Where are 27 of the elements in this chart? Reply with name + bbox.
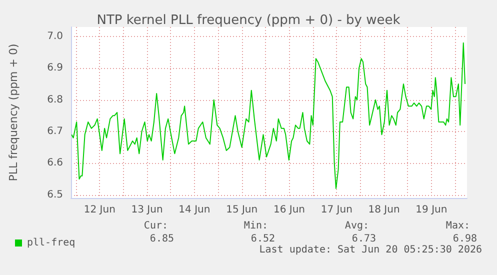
text: Last update: Sat Jun 20 05:25:30 2026	[259, 244, 482, 256]
y-tick-label: 6.7	[47, 126, 63, 137]
text: 6.85	[150, 234, 174, 244]
legend-label: pll-freq	[27, 238, 76, 248]
y-tick-label: 7.0	[47, 31, 63, 42]
line-series	[71, 42, 466, 189]
text: Avg:	[344, 220, 370, 232]
y-tick-label: 6.6	[47, 158, 63, 169]
text: 6.98	[452, 234, 478, 244]
text: Max:	[446, 220, 470, 232]
x-tick-label: 13 Jun	[131, 204, 163, 216]
x-tick-label: 15 Jun	[226, 204, 258, 216]
text: Min:	[244, 220, 268, 232]
x-tick-label: 16 Jun	[273, 204, 306, 216]
text: 6.52	[250, 234, 276, 244]
x-tick-label: 14 Jun	[178, 204, 210, 216]
x-tick-label: 19 Jun	[416, 204, 448, 216]
text: 6.73	[352, 234, 376, 244]
y-tick-label: 6.9	[47, 62, 63, 74]
x-tick-label: 18 Jun	[368, 204, 400, 216]
y-tick-label: 6.8	[47, 94, 63, 106]
x-tick-label: 12 Jun	[84, 204, 116, 216]
y-tick-label: 6.5	[47, 189, 63, 200]
text: Cur:	[144, 220, 168, 232]
chart-title: NTP kernel PLL frequency (ppm + 0) - by week	[96, 13, 401, 28]
x-tick-label: 17 Jun	[320, 204, 352, 216]
y-axis-title: PLL frequency (ppm + 0)	[7, 44, 20, 182]
